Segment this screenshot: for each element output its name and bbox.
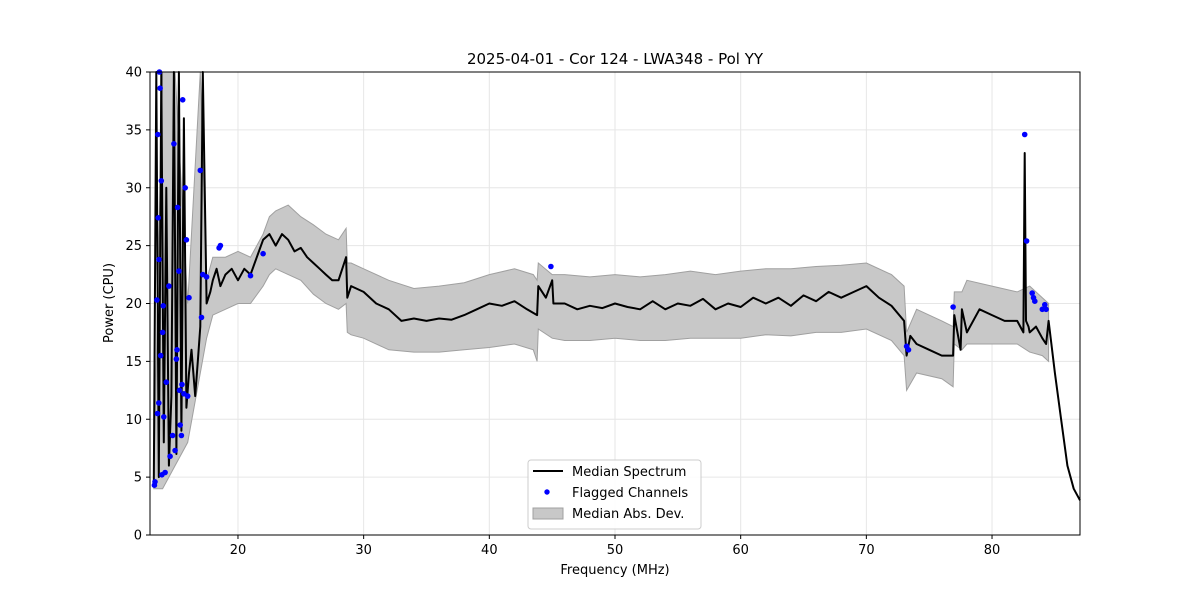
flagged-channel-point xyxy=(173,356,180,362)
flagged-channel-point xyxy=(178,432,185,439)
x-tick-label: 30 xyxy=(355,543,372,558)
flagged-channel-point xyxy=(174,347,180,353)
flagged-channel-point xyxy=(548,263,554,270)
y-tick-label: 15 xyxy=(125,355,142,370)
y-tick-label: 20 xyxy=(125,297,142,312)
flagged-channel-point xyxy=(152,479,158,485)
flagged-channel-point xyxy=(160,303,166,309)
flagged-channel-point xyxy=(154,410,161,417)
flagged-channel-point xyxy=(247,272,254,279)
flagged-channel-point xyxy=(182,185,188,191)
y-tick-label: 10 xyxy=(125,413,142,428)
flagged-channel-point xyxy=(198,314,205,321)
flagged-channel-point xyxy=(176,387,183,394)
flagged-channel-point xyxy=(159,329,166,336)
x-tick-label: 20 xyxy=(230,543,247,558)
flagged-channel-point xyxy=(179,381,185,388)
flagged-channel-point xyxy=(177,422,183,428)
flagged-channel-point xyxy=(1032,298,1038,305)
flagged-channel-points xyxy=(151,69,1049,489)
median-spectrum-line xyxy=(152,71,1081,501)
flagged-channel-point xyxy=(157,85,163,91)
mad-band-area xyxy=(153,71,1050,490)
flagged-channel-point xyxy=(1042,301,1048,308)
legend-label-flagged: Flagged Channels xyxy=(572,486,688,501)
y-tick-label: 30 xyxy=(125,181,142,196)
y-axis-label: Power (CPU) xyxy=(102,263,117,343)
y-tick-label: 40 xyxy=(125,66,142,81)
flagged-channel-point xyxy=(163,379,170,386)
flagged-channel-point xyxy=(203,274,210,280)
flagged-channel-point xyxy=(171,141,177,147)
median-spectrum-path xyxy=(152,71,1081,501)
y-axis-ticks: 0 5 10 15 20 25 30 35 40 xyxy=(125,66,150,544)
flagged-channel-point xyxy=(154,297,160,303)
flagged-channel-point xyxy=(158,178,165,184)
x-tick-label: 60 xyxy=(732,543,749,558)
flagged-channel-point xyxy=(155,215,161,221)
legend-label-mad: Median Abs. Dev. xyxy=(572,507,684,522)
flagged-channel-point xyxy=(905,347,912,353)
flagged-channel-point xyxy=(155,131,161,138)
flagged-channel-point xyxy=(161,414,167,420)
flagged-channel-point xyxy=(172,447,178,454)
legend: Median Spectrum Flagged Channels Median … xyxy=(527,459,702,530)
y-tick-label: 35 xyxy=(125,123,142,138)
flagged-channel-point xyxy=(166,283,172,289)
y-tick-label: 25 xyxy=(125,239,142,254)
y-tick-label: 0 xyxy=(134,529,142,544)
x-tick-label: 50 xyxy=(607,543,624,558)
x-tick-label: 80 xyxy=(984,543,1001,558)
flagged-channel-point xyxy=(176,268,182,274)
x-tick-label: 40 xyxy=(481,543,498,558)
median-abs-dev-band xyxy=(153,71,1050,490)
flagged-channel-point xyxy=(950,304,956,310)
legend-patch-swatch xyxy=(532,507,564,520)
legend-box xyxy=(527,459,702,530)
flagged-channel-point xyxy=(186,294,192,301)
flagged-channel-point xyxy=(197,167,204,174)
legend-marker-swatch xyxy=(544,489,550,495)
flagged-channel-point xyxy=(157,352,164,359)
flagged-channel-point xyxy=(1021,131,1028,138)
x-axis-ticks: 20 30 40 50 60 70 80 xyxy=(230,535,1001,558)
flagged-channel-point xyxy=(156,400,162,406)
flagged-channel-point xyxy=(162,469,168,476)
chart-title: 2025-04-01 - Cor 124 - LWA348 - Pol YY xyxy=(467,50,764,68)
flagged-channel-point xyxy=(169,432,176,439)
legend-label-median: Median Spectrum xyxy=(572,465,686,480)
flagged-channel-point xyxy=(156,256,162,263)
flagged-channel-point xyxy=(174,204,181,211)
flagged-channel-point xyxy=(179,97,186,103)
x-tick-label: 70 xyxy=(858,543,875,558)
flagged-channel-point xyxy=(1023,238,1030,244)
flagged-channel-point xyxy=(1043,306,1049,313)
flagged-channel-point xyxy=(167,453,173,460)
flagged-channel-point xyxy=(1029,290,1035,296)
flagged-channel-point xyxy=(183,237,190,243)
y-tick-label: 5 xyxy=(134,471,142,486)
flagged-channel-point xyxy=(260,250,266,257)
x-axis-label: Frequency (MHz) xyxy=(560,563,669,578)
flagged-channel-point xyxy=(184,393,191,399)
flagged-channel-point xyxy=(217,242,224,249)
